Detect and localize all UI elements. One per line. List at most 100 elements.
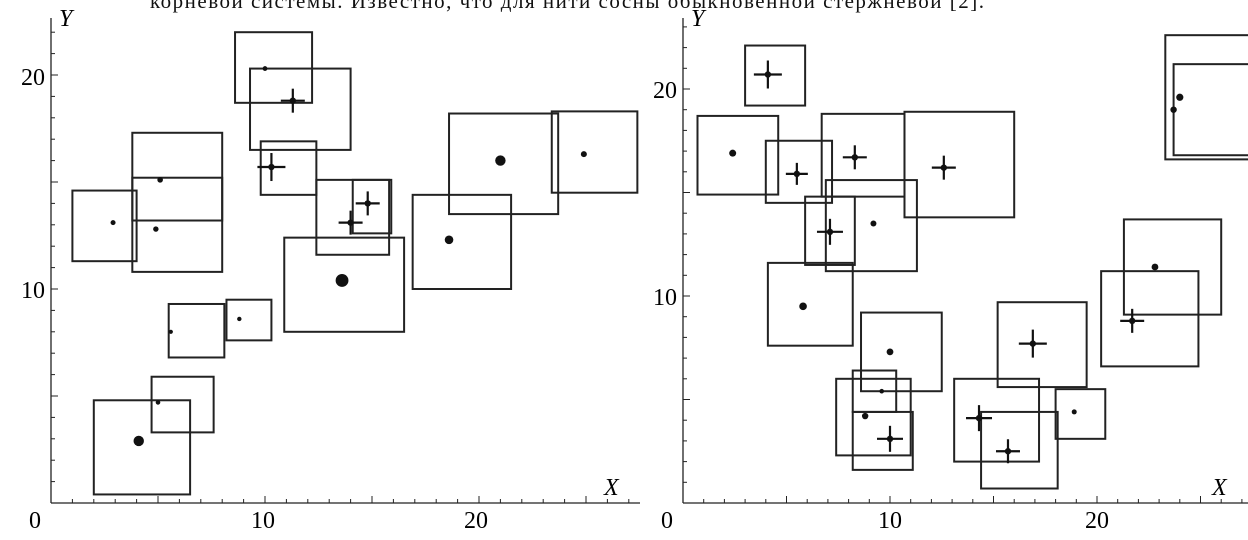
zone-square bbox=[764, 139, 834, 204]
cross-point bbox=[877, 425, 903, 452]
cross-center bbox=[364, 200, 371, 207]
data-point bbox=[870, 220, 877, 227]
zone-square bbox=[448, 112, 560, 216]
cross-point bbox=[842, 145, 867, 170]
data-point bbox=[155, 400, 161, 405]
header-text: корневой системы. Известно, что для нити… bbox=[150, 0, 986, 13]
zone-square bbox=[150, 375, 215, 434]
zone-square bbox=[351, 178, 393, 235]
cross-center bbox=[268, 163, 275, 171]
x-axis-label: X bbox=[1211, 475, 1228, 501]
cross-center bbox=[764, 71, 772, 78]
data-point bbox=[153, 226, 159, 232]
zone-square bbox=[804, 195, 856, 266]
data-point bbox=[580, 151, 587, 158]
y-tick-label: 10 bbox=[653, 285, 677, 311]
zone-square bbox=[980, 410, 1059, 490]
cross-point bbox=[995, 439, 1020, 464]
data-point bbox=[879, 388, 885, 394]
zone-square bbox=[1172, 63, 1248, 157]
zone-square bbox=[550, 110, 639, 194]
zone-square bbox=[1164, 34, 1248, 161]
cross-center bbox=[289, 97, 297, 104]
zone-square bbox=[1100, 270, 1200, 368]
cross-point bbox=[355, 191, 380, 216]
y-axis-label: Y bbox=[59, 6, 75, 32]
data-point bbox=[1151, 263, 1159, 271]
cross-point bbox=[753, 60, 782, 89]
cross-center bbox=[826, 228, 834, 236]
zone-square bbox=[766, 261, 854, 347]
zone-square bbox=[953, 377, 1041, 463]
data-point bbox=[133, 435, 144, 447]
origin-label: 0 bbox=[661, 508, 673, 534]
data-point bbox=[110, 220, 116, 226]
data-point bbox=[157, 177, 163, 183]
zone-square bbox=[696, 114, 780, 196]
y-tick-label: 10 bbox=[21, 278, 45, 304]
data-point bbox=[1170, 106, 1177, 113]
cross-center bbox=[975, 414, 983, 422]
cross-point bbox=[931, 155, 956, 180]
cross-point bbox=[785, 162, 808, 185]
zone-square bbox=[744, 44, 807, 107]
cross-center bbox=[1004, 448, 1012, 455]
data-point bbox=[237, 316, 242, 322]
zone-square bbox=[283, 236, 406, 333]
zone-square bbox=[92, 399, 192, 496]
x-tick-label: 20 bbox=[464, 508, 488, 534]
zone-square bbox=[249, 67, 352, 151]
zone-square bbox=[411, 193, 513, 290]
data-point bbox=[861, 412, 869, 420]
data-point bbox=[335, 274, 349, 287]
data-point bbox=[799, 302, 807, 311]
y-tick-label: 20 bbox=[21, 65, 45, 91]
cross-point bbox=[1120, 308, 1145, 333]
zone-square bbox=[71, 189, 138, 263]
cross-center bbox=[347, 219, 354, 226]
y-tick-label: 20 bbox=[653, 78, 677, 104]
zone-square bbox=[820, 112, 906, 198]
zone-square bbox=[851, 410, 914, 471]
cross-point bbox=[280, 88, 305, 113]
data-point bbox=[1176, 93, 1184, 101]
x-tick-label: 10 bbox=[251, 508, 275, 534]
data-point bbox=[729, 149, 737, 157]
zone-square bbox=[1054, 388, 1107, 440]
cross-point bbox=[966, 405, 993, 432]
origin-label: 0 bbox=[29, 508, 41, 534]
x-tick-label: 20 bbox=[1085, 508, 1109, 534]
zone-square bbox=[234, 31, 314, 104]
cross-center bbox=[940, 164, 948, 171]
zone-square bbox=[835, 377, 912, 457]
zone-square bbox=[996, 301, 1088, 389]
zone-square bbox=[903, 110, 1016, 219]
cross-center bbox=[851, 154, 859, 161]
zone-square bbox=[1122, 218, 1223, 316]
zone-square bbox=[860, 311, 943, 393]
cross-point bbox=[816, 218, 843, 245]
data-point bbox=[168, 329, 173, 334]
data-point bbox=[1071, 409, 1077, 415]
cross-point bbox=[1018, 329, 1047, 358]
zone-square bbox=[167, 302, 226, 359]
cross-point bbox=[257, 153, 286, 182]
plot-left: 10 20 10 20 0 X Y bbox=[21, 6, 640, 534]
zone-square bbox=[131, 176, 224, 273]
cross-center bbox=[1128, 317, 1136, 325]
data-point bbox=[444, 235, 454, 245]
cross-center bbox=[793, 170, 801, 178]
data-point bbox=[495, 155, 506, 166]
data-point bbox=[886, 348, 894, 356]
zone-square bbox=[225, 298, 273, 342]
x-tick-label: 10 bbox=[878, 508, 902, 534]
y-axis-label: Y bbox=[691, 6, 707, 32]
cross-center bbox=[886, 435, 894, 443]
plot-right: 10 20 10 20 0 X Y bbox=[653, 6, 1248, 534]
zone-square bbox=[131, 131, 224, 222]
data-point bbox=[262, 66, 268, 71]
cross-point bbox=[338, 210, 363, 235]
cross-center bbox=[1029, 340, 1037, 347]
x-axis-label: X bbox=[603, 475, 620, 501]
